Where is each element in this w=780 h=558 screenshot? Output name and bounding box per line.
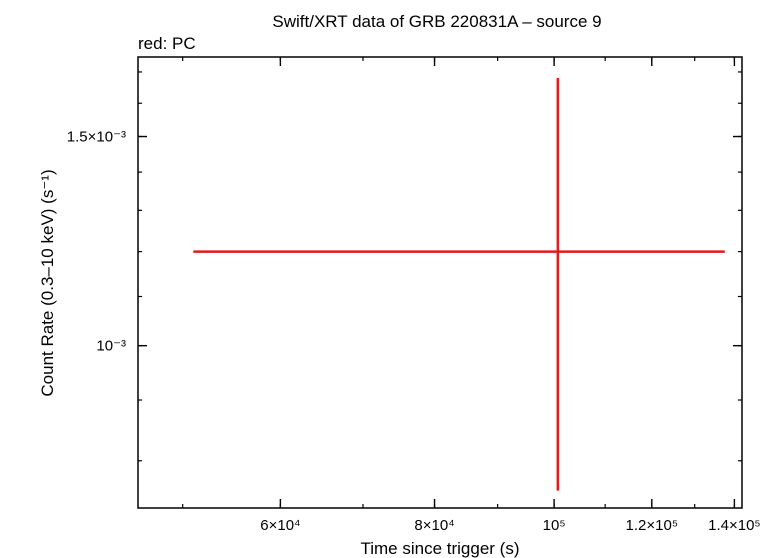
- x-axis-label: Time since trigger (s): [360, 539, 519, 558]
- x-tick-label: 10⁵: [543, 517, 566, 534]
- x-tick-label: 6×10⁴: [260, 517, 300, 534]
- y-axis-ticks: [138, 71, 742, 462]
- x-axis-ticks: [182, 57, 736, 508]
- y-tick-label: 10⁻³: [96, 338, 126, 355]
- y-axis-tick-labels: 10⁻³ 1.5×10⁻³: [67, 129, 126, 355]
- y-tick-label: 1.5×10⁻³: [67, 129, 126, 146]
- x-tick-label: 1.4×10⁵: [708, 517, 761, 534]
- series-layer: [193, 78, 725, 491]
- plot-frame: [137, 56, 743, 509]
- series-pc: [193, 78, 725, 491]
- chart-subtitle: red: PC: [138, 34, 196, 53]
- x-tick-label: 1.2×10⁵: [626, 517, 679, 534]
- x-axis-tick-labels: 6×10⁴ 8×10⁴ 10⁵ 1.2×10⁵ 1.4×10⁵: [260, 517, 760, 534]
- x-tick-label: 8×10⁴: [414, 517, 454, 534]
- y-axis-label: Count Rate (0.3–10 keV) (s⁻¹): [38, 169, 57, 396]
- chart-title: Swift/XRT data of GRB 220831A – source 9: [272, 12, 601, 31]
